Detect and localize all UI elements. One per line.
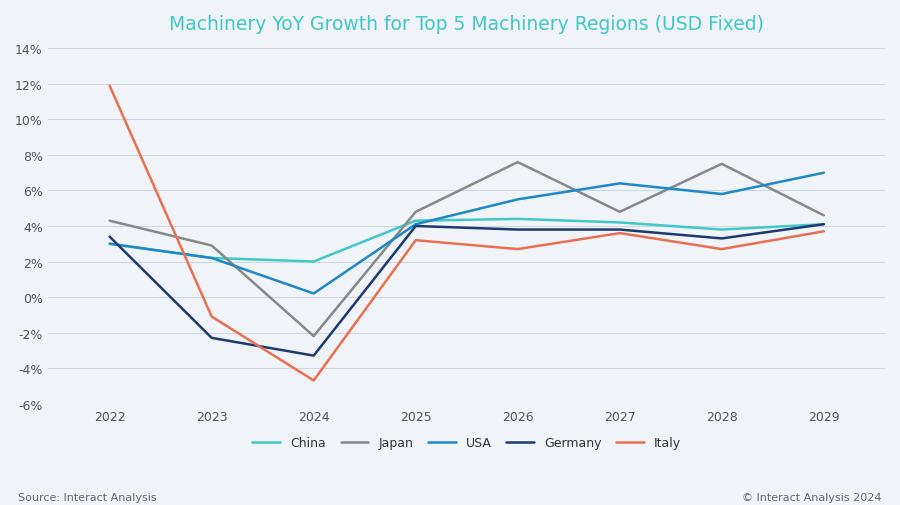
Japan [716, 162, 727, 168]
Germany [818, 222, 829, 228]
Line: Japan: Japan [110, 163, 824, 336]
Italy [104, 83, 115, 89]
Japan [615, 210, 626, 216]
USA [309, 291, 320, 297]
Line: USA: USA [110, 173, 824, 294]
Germany [716, 236, 727, 242]
Germany [615, 227, 626, 233]
China [615, 220, 626, 226]
Text: Source: Interact Analysis: Source: Interact Analysis [18, 492, 157, 502]
China [309, 259, 320, 265]
Japan [104, 218, 115, 224]
USA [818, 170, 829, 176]
USA [410, 222, 421, 228]
Germany [512, 227, 523, 233]
USA [206, 256, 217, 262]
Italy [512, 246, 523, 252]
Germany [410, 224, 421, 230]
Line: China: China [110, 220, 824, 262]
Text: © Interact Analysis 2024: © Interact Analysis 2024 [742, 492, 882, 502]
USA [512, 197, 523, 203]
Japan [410, 210, 421, 216]
USA [615, 181, 626, 187]
Italy [410, 238, 421, 244]
Japan [309, 333, 320, 339]
Japan [818, 213, 829, 219]
China [410, 218, 421, 224]
Italy [818, 229, 829, 235]
Japan [206, 243, 217, 249]
USA [104, 241, 115, 247]
Italy [309, 378, 320, 384]
China [716, 227, 727, 233]
Japan [512, 160, 523, 166]
China [818, 222, 829, 228]
Germany [309, 353, 320, 359]
China [206, 256, 217, 262]
Legend: China, Japan, USA, Germany, Italy: China, Japan, USA, Germany, Italy [248, 431, 686, 454]
Title: Machinery YoY Growth for Top 5 Machinery Regions (USD Fixed): Machinery YoY Growth for Top 5 Machinery… [169, 15, 764, 34]
Line: Germany: Germany [110, 225, 824, 356]
Germany [206, 335, 217, 341]
Germany [104, 234, 115, 240]
Italy [615, 231, 626, 237]
China [104, 241, 115, 247]
Italy [206, 314, 217, 320]
Line: Italy: Italy [110, 86, 824, 381]
USA [716, 191, 727, 197]
China [512, 217, 523, 223]
Italy [716, 246, 727, 252]
